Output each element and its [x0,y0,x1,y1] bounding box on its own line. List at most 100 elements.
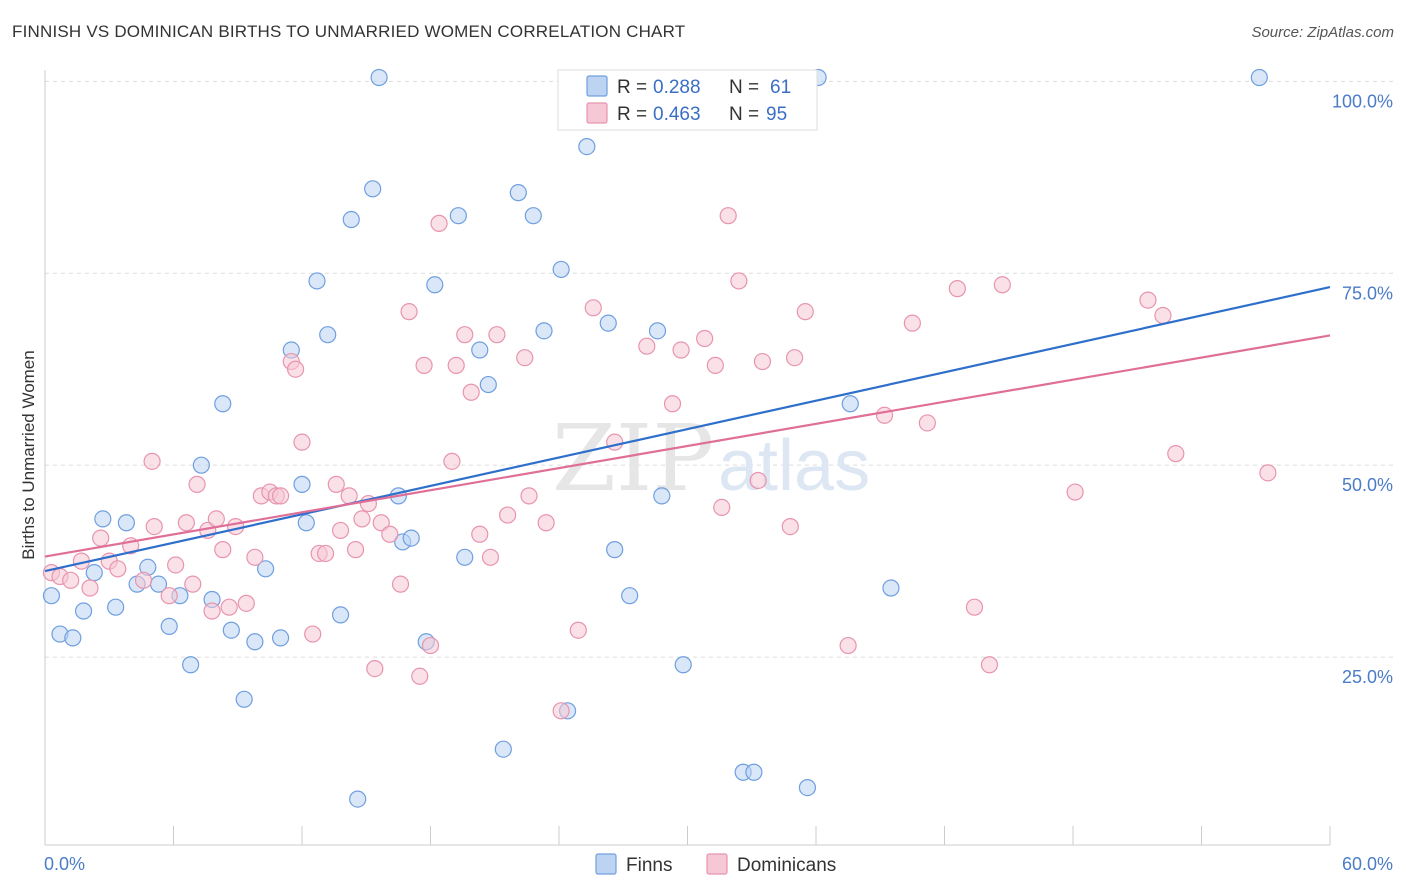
finns-point [621,587,639,605]
finns-point [599,314,617,332]
dominicans-point [220,598,238,616]
dominicans-point [875,406,894,424]
legend-finns-n-value: 61 [770,77,791,98]
trendlines [44,286,1331,573]
legend-finns-label: Finns [626,855,672,876]
dominicans-trend-line [44,334,1331,558]
finns-point [160,617,178,635]
dominicans-point [237,594,255,612]
legend-dominicans-swatch [586,102,608,124]
finns-point [449,207,467,225]
finns-point [192,456,210,474]
dominicans-point [1259,464,1277,482]
dominicans-point [304,625,322,643]
legend-dominicans-n-label: N = [729,104,759,125]
dominicans-point [1154,306,1172,325]
legend-dominicans-r-label: R = [617,104,647,125]
dominicans-point [1139,291,1157,309]
finns-point [222,621,240,639]
dominicans-point [1066,483,1084,501]
dominicans-point [411,667,429,685]
finns-point [674,656,692,674]
dominicans-point [638,337,656,355]
dominicans-point [391,575,410,593]
legend-finns-r-label: R = [617,77,647,98]
legend-dominicans-n-value: 95 [766,104,787,125]
dominicans-point [109,560,127,578]
dominicans-point [719,207,737,225]
dominicans-point [672,341,690,359]
finns-point [456,548,474,566]
finns-point [535,322,553,340]
dominicans-point [62,571,80,589]
finns-point [578,138,596,156]
dominicans-point [331,521,350,540]
finns-point [85,564,103,582]
finns-trend-line [44,286,1331,573]
finns-point [471,341,489,359]
legend-dominicans-r-value: 0.463 [653,104,701,125]
dominicans-point [569,621,587,639]
finns-point [297,514,315,532]
dominicans-point [706,356,724,374]
dominicans-point [293,433,311,451]
dominicans-point [145,517,163,536]
dominicans-point [462,383,480,401]
finns-point [308,272,326,290]
finns-point [509,184,527,202]
dominicans-point [81,579,99,597]
dominicans-point [903,314,921,332]
dominicans-point [980,656,999,674]
dominicans-point [918,414,936,432]
legend-stats: R = 0.288 N = 61 R = 0.463 N = 95 [557,69,818,131]
finns-point [370,68,388,87]
finns-point [117,514,135,532]
dominicans-point [160,587,178,605]
dominicans-point [456,326,474,344]
finns-point [798,778,817,797]
dominicans-point [796,303,814,321]
dominicans-point [143,452,161,470]
dominicans-point [520,487,538,505]
dominicans-point [713,498,731,516]
watermark: ZIP atlas [552,405,870,512]
dominicans-point [415,356,433,374]
finns-point [107,598,125,616]
dominicans-point [207,510,225,528]
finns-point [648,322,667,340]
dominicans-point [785,349,804,367]
dominicans-point [286,360,305,378]
dominicans-point [447,356,465,374]
dominicans-point [730,272,748,290]
finns-point [94,510,112,528]
dominicans-point [584,299,602,317]
finns-point [349,790,367,808]
finns-point [256,560,275,578]
finns-point [319,326,337,344]
finns-point [524,207,542,225]
dominicans-point [327,475,345,493]
dominicans-point [1167,445,1185,463]
y-axis-title: Births to Unmarried Women [19,350,38,559]
finns-point [745,763,763,781]
finns-point [42,587,61,605]
finns-point [364,180,382,198]
tick-labels: 25.0% 50.0% 75.0% 100.0% 0.0% 60.0% [44,91,1393,874]
dominicans-point [781,517,799,536]
legend-dominicans-label: Dominicans [737,855,836,876]
dominicans-point [948,280,966,298]
finns-point [606,541,624,559]
legend-dominicans-marker [706,853,728,875]
y-tick-label: 50.0% [1342,475,1393,495]
dominicans-point [471,525,489,543]
dominicans-point [606,433,624,451]
dominicans-point [430,214,448,232]
x-tick-label: 60.0% [1342,854,1393,874]
dominicans-point [271,487,290,505]
dominicans-point [993,276,1011,294]
finns-point [64,629,82,647]
chart-source: Source: ZipAtlas.com [1251,24,1394,41]
finns-point [293,475,311,493]
dominicans-point [372,514,390,532]
